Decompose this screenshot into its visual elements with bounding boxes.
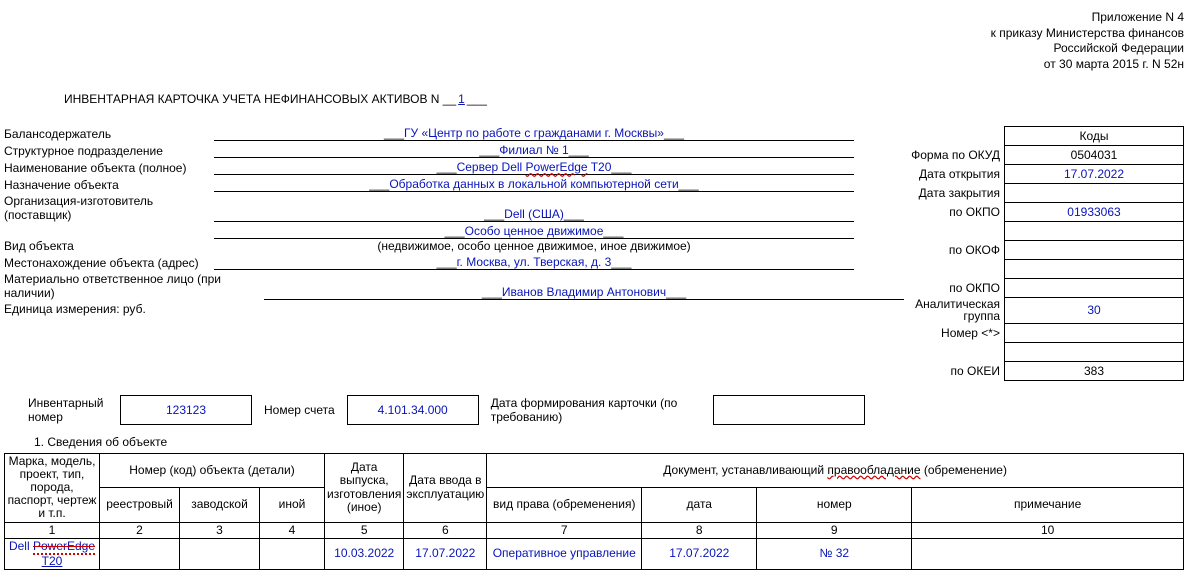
code-value [1005,279,1184,298]
code-label: Дата закрытия [907,184,1004,203]
date-value [713,395,865,425]
th-span-num: Номер (код) объекта (детали) [100,453,325,487]
cell: 17.07.2022 [404,538,487,569]
title-number: 1 [458,92,465,106]
cell [180,538,260,569]
code-value: 17.07.2022 [1005,165,1184,184]
title-text: ИНВЕНТАРНАЯ КАРТОЧКА УЧЕТА НЕФИНАНСОВЫХ … [64,92,439,106]
field-line: ___Dell (США)___ [214,207,854,222]
th-c9: номер [757,488,912,522]
field-label: Назначение объекта [4,178,214,192]
codes-block: Коды Форма по ОКУД0504031Дата открытия17… [907,126,1184,380]
cell: 10.03.2022 [325,538,404,569]
code-label: Аналитическаягруппа [907,298,1004,323]
header-line: к приказу Министерства финансов [4,26,1184,42]
col-num: 7 [487,522,642,538]
th-c2: реестровый [100,488,180,522]
field-line: ___г. Москва, ул. Тверская, д. 3___ [214,255,854,270]
col-num: 10 [912,522,1184,538]
th-c4: иной [260,488,325,522]
code-value [1005,241,1184,260]
field-line: ___Особо ценное движимое___(недвижимое, … [214,224,854,253]
code-value [1005,184,1184,203]
code-label [907,222,1004,241]
form-title: ИНВЕНТАРНАЯ КАРТОЧКА УЧЕТА НЕФИНАНСОВЫХ … [64,92,1184,106]
codes-head: Коды [1005,127,1184,146]
data-row: Dell PowerEdge T20 10.03.2022 17.07.2022… [5,538,1184,569]
header-line: от 30 марта 2015 г. N 52н [4,57,1184,73]
code-label: по ОКОФ [907,241,1004,260]
field-line: ___Филиал № 1___ [214,143,854,158]
inv-label: Инвентарный номер [24,396,112,424]
field-line: ___Иванов Владимир Антонович___ [264,285,904,300]
field-sub: (недвижимое, особо ценное движимое, иное… [214,239,854,253]
code-value: 0504031 [1005,146,1184,165]
acct-label: Номер счета [260,403,339,417]
code-label [907,342,1004,361]
col-num: 4 [260,522,325,538]
cell: 17.07.2022 [642,538,757,569]
code-label: по ОКПО [907,203,1004,222]
code-label: по ОКЕИ [907,361,1004,380]
col-num: 5 [325,522,404,538]
field-label: Вид объекта [4,239,214,253]
code-label: по ОКПО [907,279,1004,298]
th-c5: Дата выпуска, изготовления (иное) [325,453,404,522]
code-value: 383 [1005,361,1184,380]
code-value [1005,260,1184,279]
th-c6: Дата ввода в эксплуатацию [404,453,487,522]
field-label: Организация-изготовитель (поставщик) [4,194,214,222]
code-label: Дата открытия [907,165,1004,184]
inv-value: 123123 [120,395,252,425]
cell: № 32 [757,538,912,569]
cell-model: Dell PowerEdge T20 [5,538,100,569]
section1-title: 1. Сведения об объекте [34,435,1184,449]
col-num: 3 [180,522,260,538]
inventory-row: Инвентарный номер 123123 Номер счета 4.1… [24,395,1184,425]
date-label: Дата формирования карточки (по требовани… [487,396,705,424]
th-c3: заводской [180,488,260,522]
field-label: Структурное подразделение [4,144,214,158]
th-c8: дата [642,488,757,522]
field-label: Местонахождение объекта (адрес) [4,256,214,270]
object-table: Марка, модель, проект, тип, порода, пасп… [4,453,1184,571]
col-num: 2 [100,522,180,538]
code-value: 30 [1005,298,1184,323]
field-label: Единица измерения: руб. [4,302,214,316]
field-label: Наименование объекта (полное) [4,161,214,175]
cell [260,538,325,569]
code-label [907,260,1004,279]
header-line: Приложение N 4 [4,10,1184,26]
cell: Оперативное управление [487,538,642,569]
col-num: 8 [642,522,757,538]
th-c10: примечание [912,488,1184,522]
code-label: Номер <*> [907,323,1004,342]
th-c7: вид права (обременения) [487,488,642,522]
th-c1: Марка, модель, проект, тип, порода, пасп… [5,453,100,522]
code-label: Форма по ОКУД [907,146,1004,165]
field-label: Материально ответственное лицо (при нали… [4,272,264,300]
th-span-doc: Документ, устанавливающий правообладание… [487,453,1184,487]
cell [912,538,1184,569]
field-line: ___Обработка данных в локальной компьюте… [214,177,854,192]
acct-value: 4.101.34.000 [347,395,479,425]
header-line: Российской Федерации [4,41,1184,57]
code-value [1005,342,1184,361]
field-line: ___ГУ «Центр по работе с гражданами г. М… [214,126,854,141]
col-num: 9 [757,522,912,538]
code-value: 01933063 [1005,203,1184,222]
field-line: ___Сервер Dell PowerEdge T20___ [214,160,854,175]
code-value [1005,222,1184,241]
code-value [1005,323,1184,342]
form-header: Приложение N 4 к приказу Министерства фи… [4,10,1184,72]
col-num: 1 [5,522,100,538]
cell [100,538,180,569]
col-num: 6 [404,522,487,538]
field-label: Балансодержатель [4,127,214,141]
